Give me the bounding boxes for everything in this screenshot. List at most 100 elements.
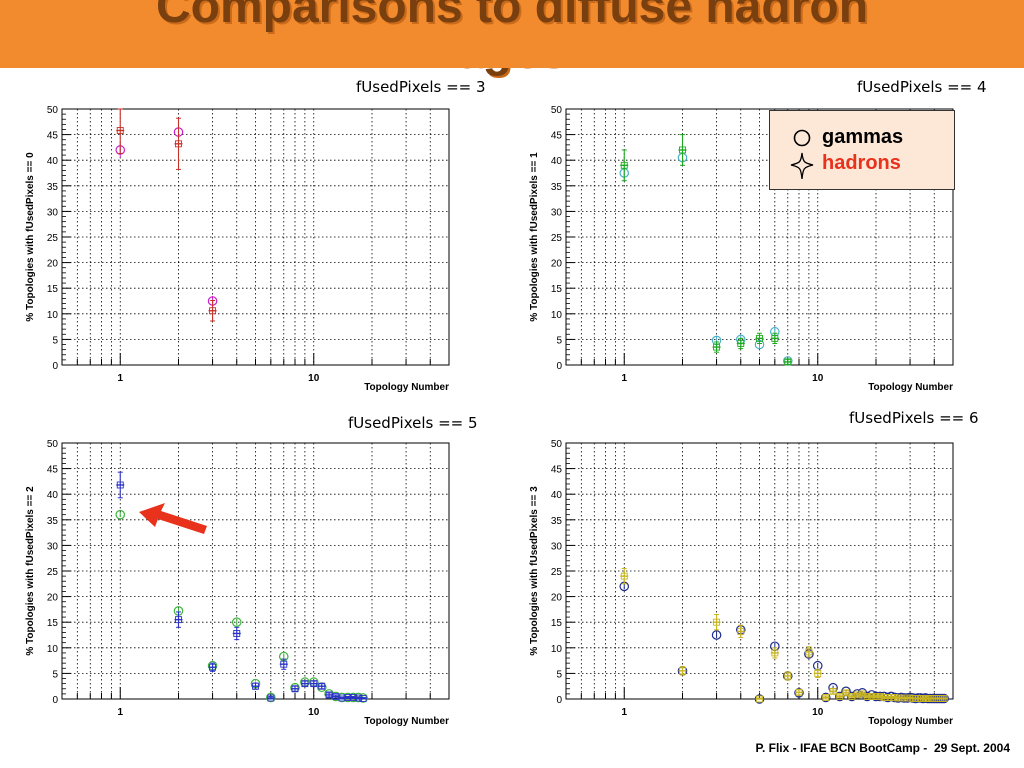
y-tick-label: 45 xyxy=(551,465,563,476)
y-tick-label: 40 xyxy=(551,490,563,501)
y-axis-label: % Topologies with fUsedPixels == 0 xyxy=(25,152,36,322)
y-tick-label: 0 xyxy=(556,361,562,372)
data-point-box-hadrons xyxy=(737,627,745,635)
y-tick-label: 50 xyxy=(551,105,563,116)
legend-row-gammas: gammas xyxy=(770,121,956,151)
data-point-box-hadrons xyxy=(784,358,792,366)
y-tick-label: 45 xyxy=(47,465,59,476)
data-point-box-hadrons xyxy=(679,146,686,154)
arrow-icon xyxy=(139,503,207,534)
data-point-box-hadrons xyxy=(620,161,628,169)
data-point-box-hadrons xyxy=(325,691,333,699)
y-tick-label: 50 xyxy=(551,439,563,450)
chart-panel-3: 0 5 10 15 20 25 30 35 40 45 50 1 10 Topology Number % … xyxy=(25,439,450,727)
x-tick-label: 10 xyxy=(812,373,824,384)
data-point-box-hadrons xyxy=(233,630,241,637)
y-tick-label: 30 xyxy=(47,207,59,218)
y-tick-label: 35 xyxy=(47,516,59,527)
y-tick-label: 5 xyxy=(52,335,58,346)
chart-panel-1: 0 5 10 15 20 25 30 35 40 45 50 1 10 Topology Number % … xyxy=(25,105,450,393)
x-tick-label: 10 xyxy=(812,707,824,718)
chart-panel-4: 0 5 10 15 20 25 30 35 40 45 50 1 10 Topology Number % … xyxy=(529,439,954,727)
y-tick-label: 30 xyxy=(551,541,563,552)
data-point-box-hadrons xyxy=(713,618,721,626)
data-point-gammas xyxy=(754,694,765,704)
data-point-box-hadrons xyxy=(116,481,124,489)
chart-title-3: fUsedPixels == 5 xyxy=(348,414,478,432)
data-point-box-hadrons xyxy=(822,694,830,701)
data-point-box-hadrons xyxy=(756,695,763,703)
x-axis-label: Topology Number xyxy=(868,716,953,727)
data-point-box-hadrons xyxy=(209,307,217,315)
y-tick-label: 20 xyxy=(551,593,563,604)
slide-title-line2: images IV xyxy=(0,68,1024,80)
y-tick-label: 35 xyxy=(551,182,563,193)
x-tick-label: 1 xyxy=(621,707,627,718)
y-tick-label: 40 xyxy=(551,156,563,167)
y-tick-label: 50 xyxy=(47,439,59,450)
y-tick-label: 35 xyxy=(551,516,563,527)
x-tick-label: 1 xyxy=(117,373,123,384)
data-point-box-hadrons xyxy=(175,140,182,148)
y-tick-label: 0 xyxy=(52,361,58,372)
data-point-box-hadrons xyxy=(842,689,850,697)
data-point-gammas xyxy=(711,630,722,640)
y-tick-label: 25 xyxy=(551,567,563,578)
data-point-box-hadrons xyxy=(310,680,318,688)
legend-label-hadrons: hadrons xyxy=(822,152,901,174)
y-tick-label: 10 xyxy=(47,310,59,321)
legend-row-hadrons: hadrons xyxy=(770,149,956,180)
open-circle-icon xyxy=(793,129,811,147)
data-point-box-hadrons xyxy=(209,663,217,671)
y-tick-label: 25 xyxy=(47,233,59,244)
data-point-box-hadrons xyxy=(737,340,745,347)
y-tick-label: 40 xyxy=(47,490,59,501)
data-point-box-hadrons xyxy=(771,334,779,342)
y-tick-label: 45 xyxy=(551,131,563,142)
footer-credit: P. Flix - IFAE BCN BootCamp - 29 Sept. 2… xyxy=(755,741,1010,755)
data-point-box-hadrons xyxy=(252,682,259,690)
data-point-box-hadrons xyxy=(713,343,721,351)
data-point-box-hadrons xyxy=(853,691,861,699)
data-point-box-hadrons xyxy=(940,695,948,702)
y-tick-label: 10 xyxy=(47,644,59,655)
y-tick-label: 0 xyxy=(556,695,562,706)
y-tick-label: 20 xyxy=(47,593,59,604)
data-point-gammas xyxy=(231,617,242,627)
y-tick-label: 25 xyxy=(47,567,59,578)
y-axis-label: % Topologies with fUsedPixels == 1 xyxy=(529,152,540,322)
x-axis-label: Topology Number xyxy=(364,716,449,727)
slide-title: Comparisons to diffuse hadron xyxy=(155,0,869,33)
title-bar: Comparisons to diffuse hadron xyxy=(0,0,1024,68)
data-point-box-hadrons xyxy=(795,688,803,696)
data-point-gammas xyxy=(330,691,341,702)
data-point-gammas xyxy=(266,692,276,703)
y-tick-label: 15 xyxy=(47,284,59,295)
data-point-box-hadrons xyxy=(301,680,309,688)
y-tick-label: 5 xyxy=(52,669,58,680)
data-point-box-hadrons xyxy=(116,127,124,134)
legend-label-gammas: gammas xyxy=(822,126,904,148)
y-tick-label: 30 xyxy=(551,207,563,218)
y-tick-label: 25 xyxy=(551,233,563,244)
data-point-gammas xyxy=(115,509,126,520)
y-tick-label: 20 xyxy=(47,259,59,270)
y-tick-label: 10 xyxy=(551,310,563,321)
y-tick-label: 0 xyxy=(52,695,58,706)
x-tick-label: 10 xyxy=(308,707,320,718)
data-point-box-hadrons xyxy=(620,572,628,580)
y-tick-label: 35 xyxy=(47,182,59,193)
y-tick-label: 20 xyxy=(551,259,563,270)
data-point-box-hadrons xyxy=(267,694,275,702)
data-point-box-hadrons xyxy=(175,616,182,624)
y-tick-label: 5 xyxy=(556,335,562,346)
data-point-box-hadrons xyxy=(291,685,299,693)
x-axis-label: Topology Number xyxy=(364,382,449,393)
y-tick-label: 15 xyxy=(551,284,563,295)
data-point-box-hadrons xyxy=(359,695,367,702)
y-tick-label: 50 xyxy=(47,105,59,116)
y-axis-label: % Topologies with fUsedPixels == 3 xyxy=(529,486,540,656)
legend: gammas hadrons xyxy=(769,110,955,190)
y-tick-label: 5 xyxy=(556,669,562,680)
y-tick-label: 45 xyxy=(47,131,59,142)
